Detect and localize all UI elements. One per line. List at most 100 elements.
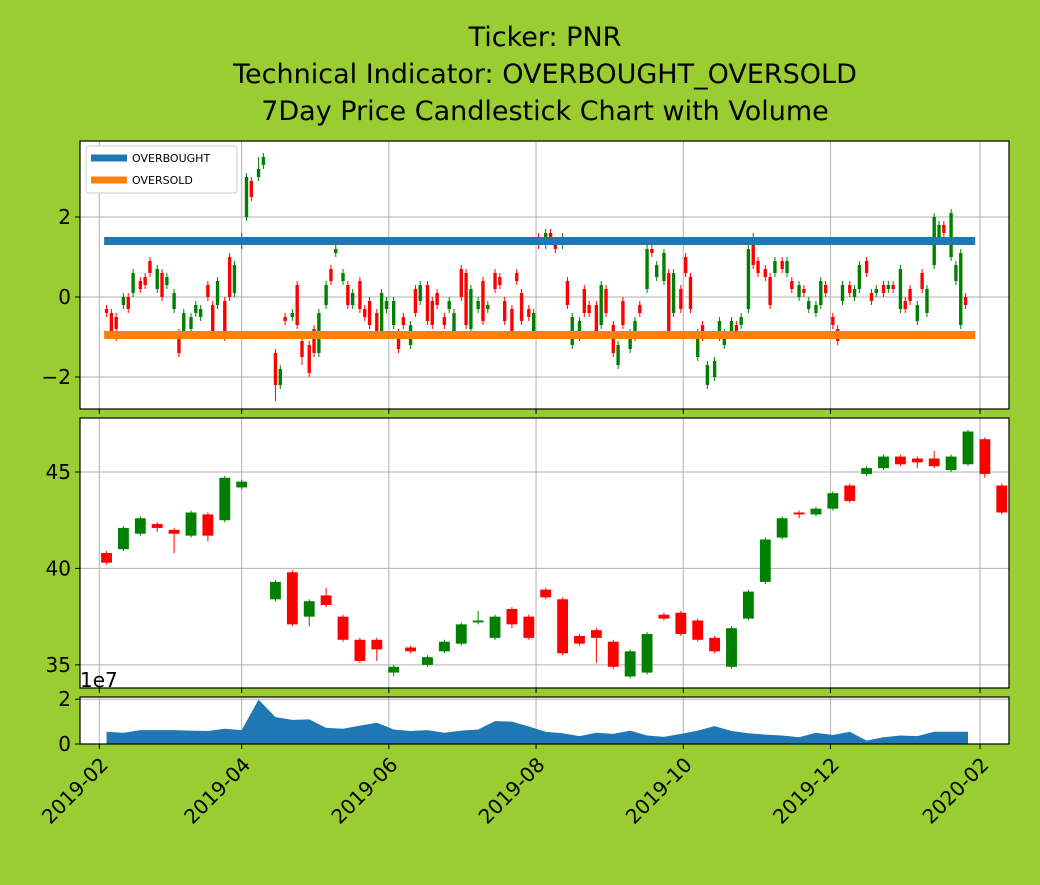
title-ticker: Ticker: PNR [468,22,622,53]
indicator-candle-body [452,313,456,333]
price-candle-body [270,581,281,600]
indicator-candle-body [104,309,109,313]
indicator-candle-body [679,289,683,309]
indicator-candle-body [650,249,654,253]
indicator-candle-body [756,261,760,273]
indicator-candle-body [384,301,389,309]
title-indicator: Technical Indicator: OVERBOUGHT_OVERSOLD [232,59,857,90]
indicator-candle-body [790,281,794,289]
indicator-candle-body [577,321,582,337]
indicator-candle-body [227,257,232,297]
indicator-candle-body [705,365,710,385]
indicator-candle-body [329,269,333,281]
price-candle-body [911,458,923,463]
indicator-candle-body [621,301,625,325]
indicator-candle-body [312,329,316,353]
indicator-candle-body [814,305,818,313]
indicator-candle-body [729,321,734,333]
indicator-candle-body [307,345,311,373]
price-candle-body [658,614,670,619]
indicator-candle-body [215,281,220,305]
indicator-candle-body [683,257,688,273]
indicator-candle-body [261,157,266,165]
indicator-candle-body [802,289,806,293]
indicator-candle-body [582,289,587,313]
price-plot-area [80,418,1009,688]
indicator-candle-body [486,305,490,309]
indicator-candle-body [616,345,620,365]
indicator-candle-body [367,301,372,325]
indicator-candle-body [189,317,193,329]
indicator-candle-body [763,269,767,277]
indicator-candle-body [773,261,777,273]
indicator-candle-body [925,289,929,313]
indicator-candle-body [857,265,862,289]
price-candle-body [489,616,501,638]
indicator-candle-body [502,301,507,321]
price-candle-body [793,512,805,515]
indicator-candle-body [391,301,396,325]
price-candle-body [438,641,450,652]
price-candle-body [557,599,569,654]
indicator-candle-body [223,301,227,337]
indicator-frame [79,140,1010,410]
indicator-candle-body [785,261,789,273]
indicator-candle-body [476,301,480,309]
indicator-candle-body [874,289,878,293]
indicator-candle-body [109,313,114,333]
indicator-candle-body [937,225,941,237]
indicator-candle-body [780,261,784,269]
indicator-candle-body [131,273,135,293]
price-candle-body [928,458,940,467]
price-candle-body [219,477,231,521]
indicator-candle-body [852,289,857,297]
indicator-candle-body [891,285,895,289]
indicator-candle-body [413,289,418,313]
indicator-candle-body [430,301,434,325]
volume-panel: 0 2 1e7 [58,668,1010,756]
price-candle-body [303,601,315,617]
price-candle-body [641,634,653,673]
indicator-candle-body [148,261,152,273]
indicator-candle-body [290,313,295,317]
indicator-candle-body [959,253,963,325]
indicator-candle-body [840,285,845,301]
indicator-candle-body [594,305,599,333]
price-candle-body [168,529,180,534]
price-candle-body [540,589,552,598]
indicator-candle-body [442,317,447,325]
price-candle-body [759,539,771,582]
price-candle-body [455,624,467,644]
indicator-ytick-label: −2 [42,365,71,389]
price-candle-body [422,657,433,665]
indicator-candle-body [599,285,603,325]
indicator-candle-body [182,313,186,333]
price-candle-body [118,527,129,550]
indicator-candle-body [565,281,570,305]
indicator-candle-body [160,273,164,297]
indicator-candle-body [908,289,912,301]
price-candle-body [337,616,349,640]
indicator-candle-body [527,309,531,317]
indicator-candle-body [498,277,502,285]
indicator-candle-body [898,269,903,309]
indicator-candle-body [688,277,693,309]
indicator-candle-body [645,249,649,289]
indicator-candle-body [341,273,345,281]
indicator-candle-body [717,321,722,337]
price-candle-body [354,639,366,661]
legend-label-oversold: OVERSOLD [132,174,193,187]
indicator-candle-body [954,265,958,281]
indicator-candle-body [628,333,632,349]
price-candle-body [236,481,248,488]
price-frame [79,417,1010,689]
indicator-candle-body [283,317,287,321]
indicator-candle-body [165,277,169,285]
price-candle-body [185,512,197,536]
indicator-candle-body [206,285,210,297]
indicator-candle-body [363,309,367,317]
indicator-candle-body [920,273,924,289]
indicator-candle-body [126,297,130,309]
indicator-candle-body [493,273,497,289]
